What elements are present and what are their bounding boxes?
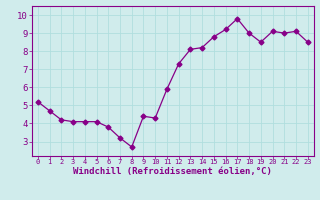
X-axis label: Windchill (Refroidissement éolien,°C): Windchill (Refroidissement éolien,°C) [73, 167, 272, 176]
